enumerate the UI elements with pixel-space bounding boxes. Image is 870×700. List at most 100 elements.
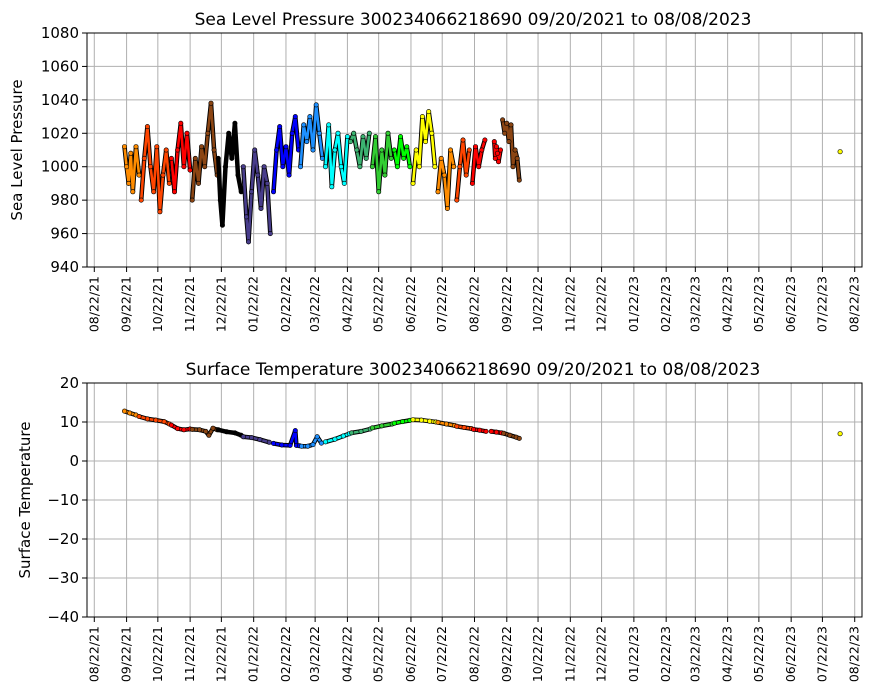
- data-point: [491, 139, 497, 145]
- x-tick-label: 03/22/23: [687, 276, 702, 332]
- data-point: [292, 428, 298, 434]
- x-tick-label: 03/22/23: [687, 626, 702, 682]
- x-tick-label: 07/22/23: [814, 626, 829, 682]
- series-line: [242, 148, 272, 244]
- x-tick-label: 11/22/22: [562, 626, 577, 682]
- data-point: [189, 426, 195, 432]
- series-line: [217, 428, 242, 437]
- data-point: [187, 167, 193, 173]
- data-point: [326, 122, 332, 128]
- data-point: [379, 423, 385, 429]
- data-point: [394, 164, 400, 170]
- data-point: [178, 120, 184, 126]
- data-series: [435, 147, 457, 212]
- data-point: [507, 432, 513, 438]
- chart-surface-temperature: Surface Temperature 300234066218690 09/2…: [16, 360, 863, 682]
- data-point: [407, 164, 413, 170]
- series-line: [325, 432, 350, 444]
- chart-sea-level-pressure: Sea Level Pressure 300234066218690 09/20…: [8, 10, 863, 332]
- data-series: [837, 149, 843, 155]
- data-point: [151, 189, 157, 195]
- data-point: [304, 139, 310, 145]
- data-point: [512, 147, 518, 153]
- data-point: [435, 189, 441, 195]
- data-point: [226, 130, 232, 136]
- data-series: [435, 419, 458, 428]
- x-tick-label: 11/22/21: [182, 626, 197, 682]
- data-point: [199, 144, 205, 150]
- data-point: [469, 180, 475, 186]
- data-point: [297, 164, 303, 170]
- data-series: [297, 102, 325, 170]
- data-point: [416, 164, 422, 170]
- data-point: [280, 164, 286, 170]
- data-point: [192, 155, 198, 161]
- data-series: [837, 431, 843, 437]
- data-point: [243, 214, 249, 220]
- x-tick-label: 01/22/23: [626, 626, 641, 682]
- series-line: [299, 103, 324, 167]
- data-point: [493, 429, 499, 435]
- data-point: [516, 435, 522, 441]
- grid: [87, 382, 862, 618]
- data-series: [240, 434, 272, 445]
- x-tick-label: 08/22/23: [847, 276, 862, 332]
- data-point: [366, 130, 372, 136]
- data-series: [501, 430, 522, 441]
- data-point: [477, 427, 483, 433]
- data-point: [338, 164, 344, 170]
- data-point: [418, 417, 424, 423]
- data-point: [332, 436, 338, 442]
- x-tick-label: 02/22/22: [278, 626, 293, 682]
- data-series: [299, 434, 324, 449]
- data-point: [476, 164, 482, 170]
- data-series: [410, 109, 438, 186]
- data-point: [318, 440, 324, 446]
- x-tick-label: 08/22/21: [86, 626, 101, 682]
- data-point: [401, 155, 407, 161]
- data-point: [443, 421, 449, 427]
- x-tick-label: 10/22/21: [150, 626, 165, 682]
- data-point: [148, 164, 154, 170]
- x-tick-label: 02/22/23: [658, 626, 673, 682]
- x-tick-label: 07/22/22: [434, 276, 449, 332]
- data-point: [454, 197, 460, 203]
- data-point: [447, 147, 453, 153]
- data-series: [215, 427, 244, 438]
- x-tick-label: 09/22/21: [119, 626, 134, 682]
- data-point: [210, 425, 216, 431]
- data-point: [501, 430, 507, 436]
- chart-title: Sea Level Pressure 300234066218690 09/20…: [195, 10, 752, 30]
- data-point: [286, 172, 292, 178]
- data-point: [175, 426, 181, 432]
- x-tick-label: 07/22/22: [434, 626, 449, 682]
- data-point: [229, 155, 235, 161]
- data-series: [347, 130, 372, 170]
- data-series: [391, 134, 413, 170]
- data-series: [270, 428, 302, 449]
- data-point: [313, 102, 319, 108]
- y-tick-label: 1060: [41, 57, 79, 75]
- data-point: [128, 150, 134, 156]
- x-tick-label: 02/22/23: [658, 276, 673, 332]
- data-point: [382, 172, 388, 178]
- x-tick-label: 03/22/22: [307, 276, 322, 332]
- data-point: [266, 439, 272, 445]
- data-point: [157, 209, 163, 215]
- data-point: [510, 164, 516, 170]
- y-tick-label: 1040: [41, 91, 79, 109]
- data-point: [316, 130, 322, 136]
- data-series: [454, 423, 474, 432]
- data-point: [444, 206, 450, 212]
- data-point: [277, 124, 283, 130]
- data-point: [329, 184, 335, 190]
- x-tick-label: 11/22/22: [562, 276, 577, 332]
- data-series: [189, 100, 220, 203]
- data-point: [136, 413, 142, 419]
- data-point: [136, 172, 142, 178]
- x-tick-label: 03/22/22: [307, 626, 322, 682]
- data-point: [358, 428, 364, 434]
- data-point: [279, 442, 285, 448]
- data-point: [426, 109, 432, 115]
- data-point: [332, 147, 338, 153]
